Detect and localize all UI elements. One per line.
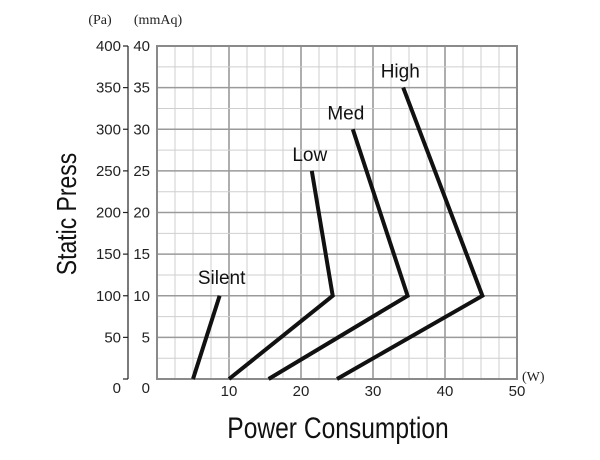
x-tick-label: 10 <box>221 383 238 400</box>
x-unit-label: (W) <box>522 370 545 385</box>
y-tick-label-mmaq: 40 <box>133 38 150 55</box>
y-tick-label-mmaq: 25 <box>133 163 150 180</box>
series-label-med: Med <box>327 103 364 124</box>
axis-ticks: 0 50 100 150 200 250 300 350 400 0 5 10 15 20 25 30 35 40… <box>96 38 525 400</box>
y-tick-label-pa: 400 <box>96 38 121 55</box>
y-axis-title: Static Press <box>52 153 83 275</box>
y-tick-label-pa: 150 <box>96 246 121 263</box>
series-label-high: High <box>381 62 420 83</box>
y-tick-label-pa: 100 <box>96 288 121 305</box>
y-tick-label-pa: 300 <box>96 121 121 138</box>
y-tick-label-mmaq: 20 <box>133 205 150 222</box>
x-tick-label: 50 <box>509 383 526 400</box>
y-tick-label-mmaq: 30 <box>133 121 150 138</box>
y-tick-label-pa: 350 <box>96 80 121 97</box>
series-label-silent: Silent <box>198 268 246 289</box>
x-tick-label: 20 <box>293 383 310 400</box>
y-tick-label-mmaq: 10 <box>133 288 150 305</box>
series-label-low: Low <box>292 145 327 166</box>
series-line-low <box>227 170 335 381</box>
x-tick-label: 30 <box>365 383 382 400</box>
y-tick-label-pa: 0 <box>113 380 121 397</box>
series-line-med <box>267 128 410 381</box>
y-tick-label-mmaq: 5 <box>142 329 150 346</box>
x-axis-title: Power Consumption <box>227 411 448 445</box>
x-tick-label: 40 <box>437 383 454 400</box>
series-line-high <box>336 86 485 381</box>
y-tick-label-pa: 200 <box>96 205 121 222</box>
y-tick-label-mmaq: 0 <box>142 380 150 397</box>
y-tick-label-pa: 50 <box>104 329 121 346</box>
y-tick-label-mmaq: 35 <box>133 80 150 97</box>
series-line-silent <box>191 295 222 380</box>
y-unit-pa-label: (Pa) <box>88 13 112 28</box>
y-tick-label-pa: 250 <box>96 163 121 180</box>
y-unit-mmaq-label: (mmAq) <box>134 13 183 28</box>
y-tick-label-mmaq: 15 <box>133 246 150 263</box>
